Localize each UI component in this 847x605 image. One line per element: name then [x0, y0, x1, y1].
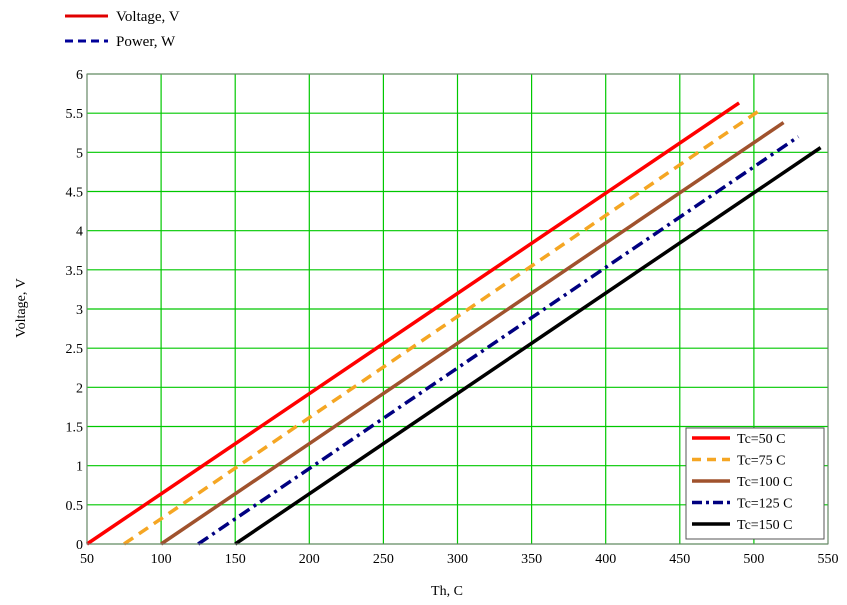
y-tick-label: 3.5 [66, 264, 84, 279]
y-tick-label: 3 [76, 303, 83, 318]
legend-label-1: Tc=50 C [737, 432, 786, 447]
series-layer [86, 101, 822, 546]
y-tick-label: 0 [76, 538, 83, 553]
series-line-5 [234, 146, 822, 546]
y-axis-label: Voltage, V [14, 278, 29, 337]
x-tick-label: 450 [669, 552, 690, 567]
top-legend: Voltage, V Power, W [65, 9, 180, 50]
y-tick-label: 2.5 [66, 342, 84, 357]
y-tick-label: 6 [76, 68, 83, 83]
y-tick-label: 1 [76, 460, 83, 475]
x-tick-label: 300 [447, 552, 468, 567]
y-tick-label: 5 [76, 146, 83, 161]
x-tick-label: 400 [595, 552, 616, 567]
y-tick-labels: 0 0.5 1 1.5 2 2.5 3 3.5 4 4.5 5 5.5 6 [66, 68, 84, 553]
x-tick-label: 50 [80, 552, 94, 567]
plot-frame [86, 73, 829, 545]
x-tick-label: 250 [373, 552, 394, 567]
series-line-4 [197, 135, 800, 546]
top-legend-voltage-label: Voltage, V [116, 9, 180, 25]
legend-label-4: Tc=125 C [737, 497, 793, 512]
top-legend-power-label: Power, W [116, 34, 176, 50]
x-tick-label: 500 [743, 552, 764, 567]
series-legend: Tc=50 C Tc=75 C Tc=100 C Tc=125 C Tc=150 C [685, 427, 825, 540]
legend-label-2: Tc=75 C [737, 454, 786, 469]
x-axis-label: Th, C [431, 584, 463, 599]
x-tick-labels: 50 100 150 200 250 300 350 400 450 500 550 [80, 552, 839, 567]
series-line-1 [86, 101, 741, 546]
y-tick-label: 4.5 [66, 186, 84, 201]
legend-label-3: Tc=100 C [737, 475, 793, 490]
x-tick-label: 550 [818, 552, 839, 567]
y-tick-label: 2 [76, 381, 83, 396]
legend-label-5: Tc=150 C [737, 518, 793, 533]
y-tick-label: 1.5 [66, 421, 84, 436]
x-tick-label: 350 [521, 552, 542, 567]
y-tick-label: 4 [76, 225, 83, 240]
legend-box [685, 427, 825, 540]
series-line-3 [160, 121, 785, 546]
x-tick-label: 150 [225, 552, 246, 567]
y-tick-label: 0.5 [66, 499, 84, 514]
x-tick-label: 100 [151, 552, 172, 567]
y-tick-label: 5.5 [66, 107, 84, 122]
series-line-2 [123, 107, 763, 546]
x-tick-label: 200 [299, 552, 320, 567]
